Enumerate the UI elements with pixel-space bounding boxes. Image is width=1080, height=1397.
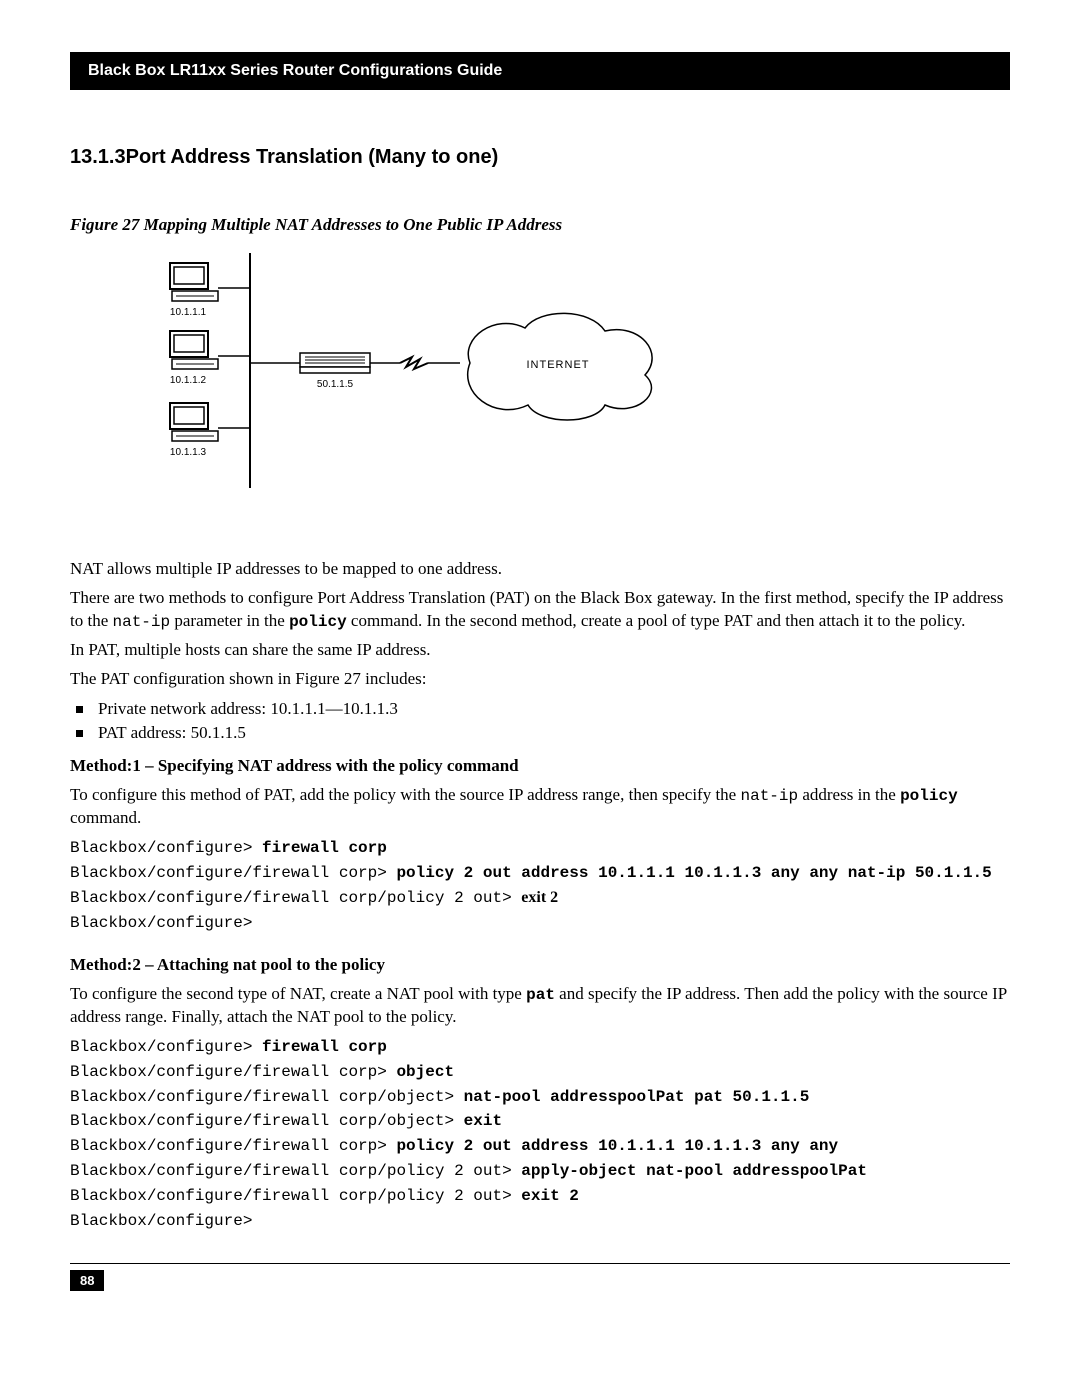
- method1-desc: To configure this method of PAT, add the…: [70, 784, 1010, 831]
- section-heading: 13.1.3Port Address Translation (Many to …: [70, 146, 1010, 169]
- page-number: 88: [70, 1270, 104, 1291]
- bullet-item: Private network address: 10.1.1.1—10.1.1…: [70, 697, 1010, 721]
- router-ip: 50.1.1.5: [317, 379, 354, 390]
- diagram-svg: 10.1.1.1 10.1.1.2 10.1.1.3: [140, 253, 700, 513]
- network-diagram: 10.1.1.1 10.1.1.2 10.1.1.3: [140, 253, 1010, 518]
- method2-heading: Method:2 – Attaching nat pool to the pol…: [70, 954, 1010, 977]
- body-text: NAT allows multiple IP addresses to be m…: [70, 558, 1010, 1233]
- para-3: In PAT, multiple hosts can share the sam…: [70, 639, 1010, 662]
- cloud-label: INTERNET: [527, 359, 590, 371]
- host1-ip: 10.1.1.1: [170, 307, 207, 318]
- bullet-item: PAT address: 50.1.1.5: [70, 721, 1010, 745]
- para-1: NAT allows multiple IP addresses to be m…: [70, 558, 1010, 581]
- method1-commands: Blackbox/configure> firewall corp Blackb…: [70, 836, 1010, 935]
- footer-rule: [70, 1263, 1010, 1264]
- host2-ip: 10.1.1.2: [170, 375, 207, 386]
- doc-header-bar: Black Box LR11xx Series Router Configura…: [70, 52, 1010, 90]
- host3-ip: 10.1.1.3: [170, 447, 207, 458]
- figure-caption: Figure 27 Mapping Multiple NAT Addresses…: [70, 215, 1010, 235]
- method1-heading: Method:1 – Specifying NAT address with t…: [70, 755, 1010, 778]
- bullet-list: Private network address: 10.1.1.1—10.1.1…: [70, 697, 1010, 745]
- page: Black Box LR11xx Series Router Configura…: [0, 0, 1080, 1351]
- para-4: The PAT configuration shown in Figure 27…: [70, 668, 1010, 691]
- para-2: There are two methods to configure Port …: [70, 587, 1010, 634]
- method2-commands: Blackbox/configure> firewall corp Blackb…: [70, 1035, 1010, 1233]
- method2-desc: To configure the second type of NAT, cre…: [70, 983, 1010, 1030]
- doc-header-title: Black Box LR11xx Series Router Configura…: [88, 62, 502, 79]
